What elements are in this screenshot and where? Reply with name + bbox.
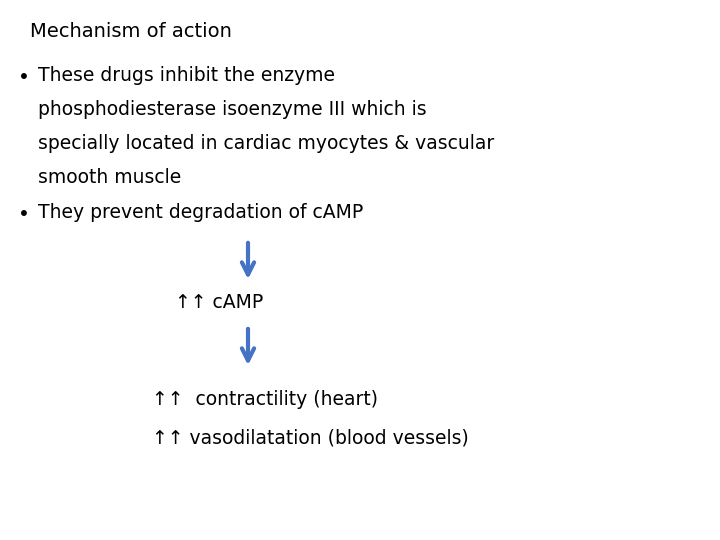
Text: These drugs inhibit the enzyme: These drugs inhibit the enzyme: [38, 66, 335, 85]
Text: ↑↑ cAMP: ↑↑ cAMP: [175, 293, 264, 312]
Text: Mechanism of action: Mechanism of action: [30, 22, 232, 41]
Text: •: •: [18, 205, 30, 224]
Text: They prevent degradation of cAMP: They prevent degradation of cAMP: [38, 203, 364, 222]
Text: •: •: [18, 68, 30, 87]
Text: ↑↑  contractility (heart): ↑↑ contractility (heart): [152, 390, 378, 409]
Text: ↑↑ vasodilatation (blood vessels): ↑↑ vasodilatation (blood vessels): [152, 428, 469, 447]
Text: specially located in cardiac myocytes & vascular: specially located in cardiac myocytes & …: [38, 134, 494, 153]
Text: smooth muscle: smooth muscle: [38, 168, 181, 187]
Text: phosphodiesterase isoenzyme III which is: phosphodiesterase isoenzyme III which is: [38, 100, 427, 119]
